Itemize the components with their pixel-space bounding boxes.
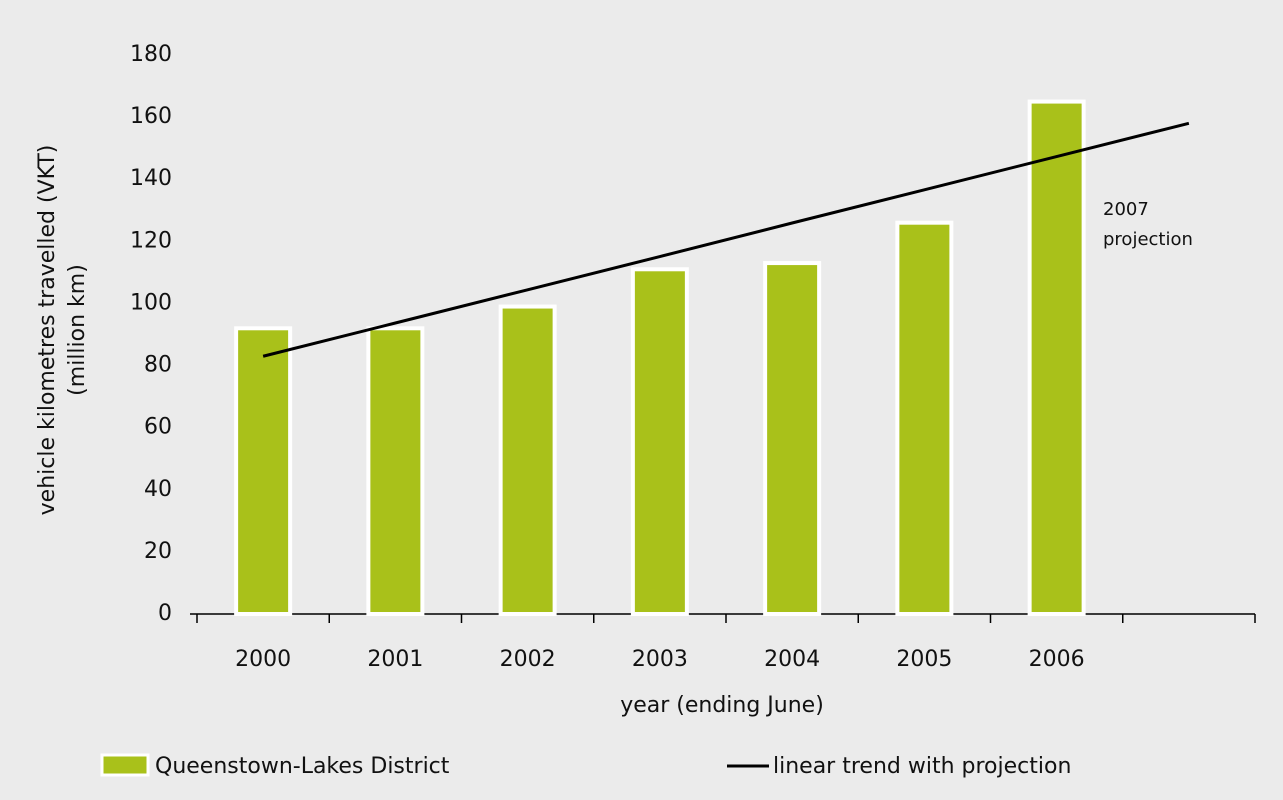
y-tick-label: 60 xyxy=(144,415,172,440)
trend-line xyxy=(262,121,1190,358)
bar xyxy=(234,326,293,616)
y-tick-label: 40 xyxy=(144,477,172,502)
y-tick-label: 180 xyxy=(130,42,172,67)
y-tick-label: 120 xyxy=(130,228,172,253)
y-tick-label: 140 xyxy=(130,166,172,191)
bar xyxy=(366,326,425,616)
annotation: projection xyxy=(1103,229,1193,250)
x-axis-label: year (ending June) xyxy=(620,693,824,718)
y-axis-label-line: vehicle kilometres travelled (VKT) xyxy=(35,145,60,516)
x-axis-ticks xyxy=(196,614,1256,623)
bar xyxy=(763,261,822,616)
y-axis-label-line: (million km) xyxy=(65,264,90,396)
legend-label: linear trend with projection xyxy=(773,754,1071,779)
x-tick-label: 2000 xyxy=(235,647,291,672)
x-tick-label: 2002 xyxy=(500,647,556,672)
bar xyxy=(630,267,689,616)
x-tick-label: 2003 xyxy=(632,647,688,672)
y-axis-label: vehicle kilometres travelled (VKT) (mill… xyxy=(35,145,90,516)
x-tick-label: 2006 xyxy=(1029,647,1085,672)
x-tick-label: 2004 xyxy=(764,647,820,672)
bar xyxy=(1027,99,1086,617)
y-tick-label: 0 xyxy=(158,601,172,626)
legend-label: Queenstown-Lakes District xyxy=(155,754,450,779)
y-tick-label: 100 xyxy=(130,290,172,315)
x-tick-label: 2001 xyxy=(367,647,423,672)
bar xyxy=(498,304,557,616)
y-tick-label: 20 xyxy=(144,539,172,564)
y-tick-label: 80 xyxy=(144,353,172,378)
bar xyxy=(895,220,954,616)
x-tick-label: 2005 xyxy=(896,647,952,672)
annotation: 2007 xyxy=(1103,199,1149,220)
y-tick-label: 160 xyxy=(130,104,172,129)
legend-swatch xyxy=(100,753,150,777)
